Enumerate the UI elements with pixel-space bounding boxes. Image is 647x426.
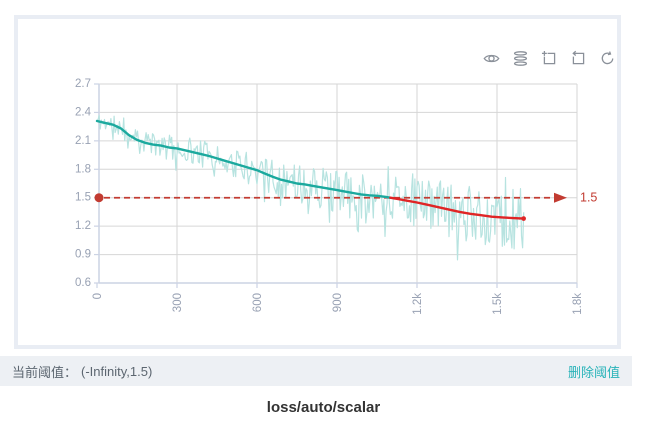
svg-text:1.8k: 1.8k <box>572 293 584 315</box>
scalar-chart[interactable]: 2.7 2.4 2.1 1.8 1.5 1.2 0.9 0.60 300 600 900 1.2k 1.… <box>0 0 647 352</box>
svg-text:2.1: 2.1 <box>75 135 91 147</box>
refresh-icon <box>601 50 613 64</box>
current-threshold-value: (-Infinity,1.5) <box>81 363 153 379</box>
svg-text:0.6: 0.6 <box>75 277 91 289</box>
svg-text:300: 300 <box>172 293 184 312</box>
svg-text:1.2k: 1.2k <box>412 293 424 315</box>
restore-zoom-button[interactable] <box>569 49 587 67</box>
current-threshold-label: 当前阈值： <box>12 364 78 380</box>
svg-text:2.4: 2.4 <box>75 106 92 118</box>
svg-text:2.7: 2.7 <box>75 78 91 90</box>
scalar-chart-card <box>14 15 621 349</box>
chart-title: loss/auto/scalar <box>266 399 381 416</box>
refresh-button[interactable] <box>598 49 616 67</box>
svg-text:1.2: 1.2 <box>75 220 91 232</box>
svg-text:900: 900 <box>332 293 344 312</box>
svg-text:1.5: 1.5 <box>75 192 91 204</box>
svg-text:0.9: 0.9 <box>75 249 91 261</box>
svg-text:1.5: 1.5 <box>580 191 597 205</box>
stacked-runs-button[interactable] <box>511 49 529 67</box>
chart-toolbar <box>482 49 616 67</box>
svg-text:1.8: 1.8 <box>75 163 91 175</box>
eye-icon <box>483 54 499 62</box>
zoom-select-icon <box>541 50 555 64</box>
svg-text:1.5k: 1.5k <box>492 293 504 315</box>
svg-text:0: 0 <box>92 293 104 299</box>
visibility-button[interactable] <box>482 49 500 67</box>
svg-text:600: 600 <box>252 293 264 312</box>
zoom-select-button[interactable] <box>540 49 558 67</box>
threshold-footer-bar: 当前阈值： (-Infinity,1.5) 删除阈值 <box>0 356 632 386</box>
delete-threshold-link[interactable]: 删除阈值 <box>567 364 620 380</box>
stacked-runs-icon <box>513 50 527 66</box>
restore-zoom-icon <box>571 50 584 64</box>
